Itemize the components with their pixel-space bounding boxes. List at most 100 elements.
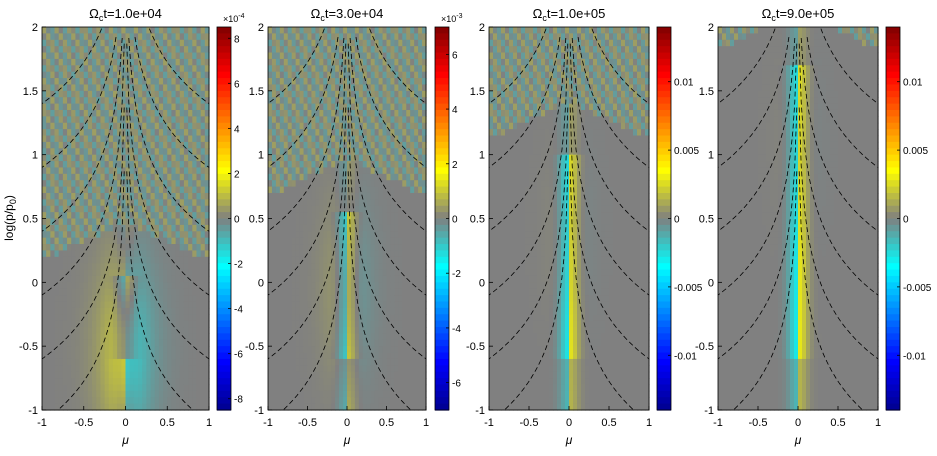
heatmap-cell — [315, 237, 320, 245]
heatmap-cell — [146, 129, 152, 137]
heatmap-cell — [200, 263, 206, 271]
heatmap-cell — [188, 71, 193, 79]
heatmap-cell — [204, 269, 210, 277]
heatmap-cell — [158, 90, 164, 98]
heatmap-cell — [343, 250, 348, 258]
heatmap-cell — [83, 78, 89, 86]
heatmap-cell — [350, 371, 356, 379]
heatmap-cell — [112, 33, 118, 41]
heatmap-cell — [366, 339, 372, 347]
heatmap-cell — [108, 288, 114, 296]
heatmap-cell — [390, 192, 395, 200]
heatmap-cell — [146, 84, 152, 92]
heatmap-cell — [398, 84, 403, 92]
heatmap-cell — [422, 295, 427, 303]
heatmap-cell — [75, 250, 81, 258]
heatmap-cell — [100, 154, 106, 162]
heatmap-cell — [307, 103, 313, 111]
heatmap-cell — [378, 173, 384, 181]
heatmap-cell — [414, 314, 419, 322]
heatmap-cell — [87, 58, 93, 66]
heatmap-cell — [307, 397, 313, 405]
heatmap-cell — [204, 358, 210, 366]
heatmap-cell — [100, 167, 106, 175]
heatmap-cell — [343, 378, 348, 386]
heatmap-cell — [62, 199, 68, 207]
heatmap-cell — [362, 365, 368, 373]
heatmap-cell — [58, 205, 64, 213]
heatmap-cell — [62, 71, 68, 79]
heatmap-cell — [339, 339, 344, 347]
heatmap-cell — [67, 371, 72, 379]
heatmap-cell — [200, 358, 206, 366]
heatmap-cell — [58, 161, 64, 169]
heatmap-cell — [398, 90, 403, 98]
heatmap-cell — [374, 314, 380, 322]
heatmap-cell — [87, 39, 93, 47]
heatmap-cell — [307, 339, 313, 347]
heatmap-cell — [299, 103, 305, 111]
heatmap-cell — [133, 141, 139, 149]
heatmap-cell — [204, 212, 210, 220]
heatmap-cell — [58, 135, 64, 143]
heatmap-cell — [394, 256, 399, 264]
heatmap-cell — [71, 103, 76, 111]
heatmap-cell — [67, 224, 72, 232]
heatmap-cell — [163, 154, 168, 162]
heatmap-cell — [42, 141, 47, 149]
heatmap-cell — [200, 269, 206, 277]
heatmap-cell — [347, 180, 352, 188]
heatmap-cell — [117, 205, 122, 213]
contour-line — [126, 171, 193, 410]
heatmap-cell — [192, 52, 198, 60]
heatmap-cell — [108, 256, 114, 264]
heatmap-cell — [154, 122, 160, 130]
heatmap-cell — [303, 339, 309, 347]
heatmap-cell — [347, 346, 352, 354]
heatmap-cell — [67, 52, 72, 60]
heatmap-cell — [71, 71, 76, 79]
heatmap-cell — [171, 141, 177, 149]
heatmap-cell — [398, 71, 403, 79]
heatmap-cell — [87, 27, 93, 34]
heatmap-cell — [350, 263, 356, 271]
heatmap-cell — [370, 378, 376, 386]
heatmap-cell — [92, 122, 97, 130]
heatmap-cell — [386, 365, 392, 373]
heatmap-cell — [133, 173, 139, 181]
heatmap-cell — [410, 109, 415, 117]
heatmap-cell — [327, 161, 332, 169]
heatmap-cell — [200, 339, 206, 347]
heatmap-cell — [343, 135, 348, 143]
heatmap-cell — [279, 301, 285, 309]
heatmap-cell — [71, 384, 76, 392]
heatmap-cell — [138, 231, 143, 239]
heatmap-cell — [311, 212, 316, 220]
heatmap-cell — [410, 358, 415, 366]
heatmap-cell — [92, 129, 97, 137]
heatmap-cell — [150, 129, 156, 137]
heatmap-cell — [366, 275, 372, 283]
heatmap-cell — [183, 27, 189, 34]
heatmap-cell — [146, 282, 152, 290]
heatmap-cell — [350, 288, 356, 296]
heatmap-cell — [327, 365, 332, 373]
heatmap-cell — [163, 339, 168, 347]
heatmap-cell — [96, 97, 102, 105]
heatmap-cell — [347, 295, 352, 303]
heatmap-cell — [192, 365, 198, 373]
heatmap-cell — [196, 250, 202, 258]
heatmap-cell — [279, 250, 285, 258]
heatmap-cell — [183, 403, 189, 411]
heatmap-cell — [46, 97, 51, 105]
heatmap-cell — [275, 314, 281, 322]
heatmap-cell — [354, 384, 360, 392]
heatmap-cell — [386, 263, 392, 271]
heatmap-cell — [183, 346, 189, 354]
heatmap-cell — [167, 218, 173, 226]
heatmap-cell — [295, 199, 301, 207]
heatmap-cell — [311, 263, 316, 271]
heatmap-cell — [125, 109, 131, 117]
heatmap-cell — [108, 52, 114, 60]
heatmap-cell — [354, 103, 360, 111]
